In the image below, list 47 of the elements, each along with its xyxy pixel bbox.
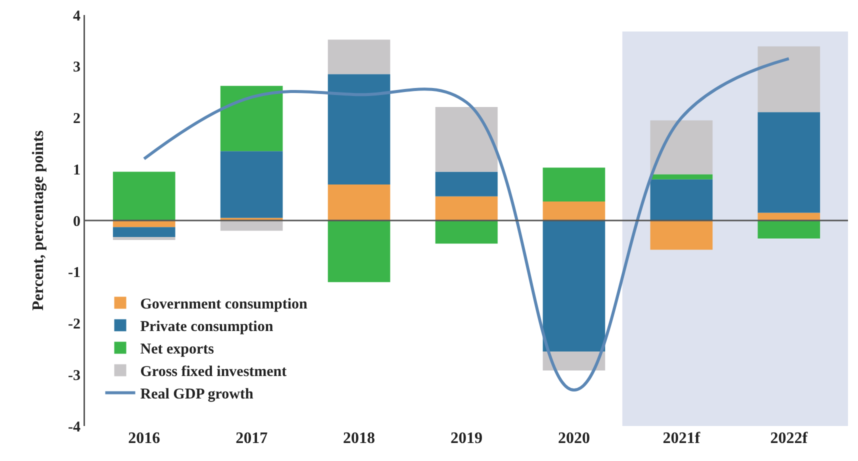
- y-tick-label: -2: [68, 316, 80, 332]
- x-tick-label: 2019: [450, 430, 482, 447]
- legend-label: Private consumption: [140, 319, 274, 336]
- x-tick-label: 2018: [343, 430, 376, 447]
- x-tick-label: 2022f: [770, 430, 808, 447]
- bar: [328, 40, 390, 74]
- x-tick-label: 2020: [558, 430, 590, 447]
- bar: [435, 220, 498, 244]
- bar: [220, 86, 283, 152]
- y-tick-label: 0: [73, 214, 80, 230]
- bar: [220, 151, 283, 218]
- y-axis-title: Percent, percentage points: [30, 130, 48, 311]
- bar: [758, 212, 820, 220]
- y-tick-label: 1: [73, 162, 80, 178]
- y-tick-label: 4: [73, 8, 81, 24]
- bar: [542, 201, 606, 220]
- bar: [220, 220, 283, 231]
- y-tick-label: 3: [73, 60, 80, 76]
- bar: [112, 172, 176, 220]
- bar: [650, 220, 713, 250]
- y-tick-label: -1: [68, 265, 80, 282]
- x-tick-label: 2021f: [662, 430, 701, 447]
- bar: [328, 184, 390, 220]
- bar: [542, 168, 606, 202]
- bar: [328, 220, 390, 282]
- bar: [758, 112, 820, 213]
- bar: [758, 46, 820, 112]
- legend-label: Real GDP growth: [140, 386, 254, 403]
- y-tick-label: -4: [68, 419, 81, 436]
- bar: [650, 179, 713, 220]
- bar: [650, 120, 713, 174]
- legend-label: Gross fixed investment: [140, 364, 287, 380]
- bar: [112, 236, 176, 240]
- legend-label: Government consumption: [140, 296, 308, 313]
- bar: [650, 174, 713, 180]
- bar: [328, 74, 390, 185]
- bar: [542, 220, 606, 352]
- x-tick-label: 2017: [236, 430, 268, 447]
- y-tick-label: 2: [73, 111, 80, 127]
- x-tick-label: 2016: [128, 430, 160, 447]
- bar: [435, 172, 498, 196]
- bar: [112, 227, 176, 237]
- legend-label: Net exports: [140, 342, 214, 358]
- bar: [758, 220, 820, 238]
- bar: [435, 106, 498, 172]
- y-tick-label: -3: [68, 368, 80, 384]
- bar: [435, 196, 498, 220]
